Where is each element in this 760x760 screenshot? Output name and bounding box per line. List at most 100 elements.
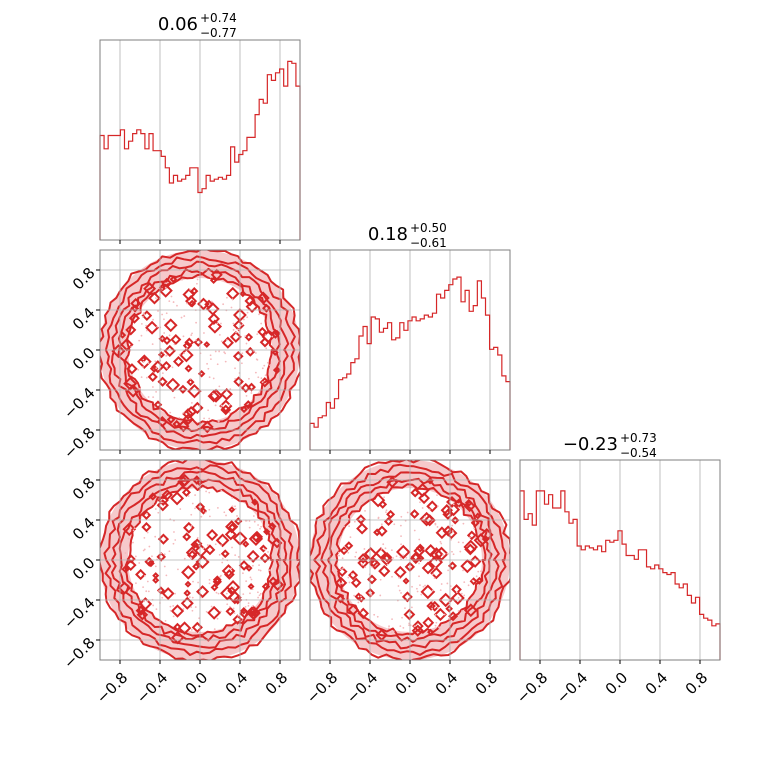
sample-point (462, 541, 464, 544)
contour-blob (182, 413, 194, 426)
contour-blob (378, 500, 388, 509)
sample-point (147, 590, 150, 593)
contour-blob (122, 522, 137, 537)
sample-point (399, 524, 402, 527)
sample-point (143, 548, 146, 551)
sample-point (260, 322, 263, 325)
sample-point (143, 536, 146, 539)
contour-blob (259, 377, 270, 388)
contour-blob (156, 415, 169, 428)
sample-point (431, 600, 434, 602)
sample-point (232, 322, 235, 325)
sample-point (234, 507, 237, 510)
contour-blob (185, 546, 199, 559)
sample-point (203, 417, 205, 420)
sample-point (434, 624, 437, 627)
contour-blob (411, 624, 424, 637)
sample-point (254, 352, 257, 354)
contour-blob (463, 603, 478, 618)
contour-blob (157, 376, 168, 387)
sample-point (451, 550, 453, 553)
sample-point (392, 557, 394, 559)
contour-blob (426, 601, 436, 611)
sample-point (257, 524, 259, 526)
contour-blob (374, 547, 388, 560)
sample-point (142, 360, 145, 363)
x-tick-label: 0.8 (472, 669, 502, 699)
sample-point (190, 606, 193, 608)
sample-point (164, 286, 167, 289)
sample-point (158, 590, 160, 592)
sample-point (436, 526, 439, 528)
sample-point (256, 333, 259, 336)
contour-ring (100, 250, 300, 450)
sample-point (259, 569, 262, 572)
sample-point (386, 563, 389, 566)
sample-point (348, 581, 351, 584)
sample-point (154, 535, 157, 538)
contour-blob (157, 533, 170, 545)
contour-blob (204, 544, 216, 556)
sample-point (474, 536, 477, 539)
contour-blob (177, 621, 192, 635)
contour-blob (173, 622, 182, 632)
sample-point (399, 625, 402, 627)
sample-point (393, 523, 396, 526)
contour-blob (161, 489, 173, 501)
contour-blob (232, 319, 245, 332)
sample-point (140, 376, 143, 379)
x-tick-label: −0.4 (553, 669, 591, 707)
sample-point (133, 527, 136, 530)
sample-point (463, 594, 466, 597)
sample-point (165, 312, 168, 315)
contour-blob (207, 605, 222, 620)
sample-point (233, 586, 236, 589)
sample-point (230, 567, 232, 570)
sample-point (249, 576, 252, 579)
contour-blob (335, 594, 346, 604)
contour-blob (190, 287, 199, 296)
sample-point (226, 296, 228, 299)
sample-point (353, 594, 356, 597)
sample-point (440, 583, 443, 585)
sample-point (471, 579, 474, 582)
sample-point (224, 352, 227, 355)
contour-ring (111, 470, 289, 649)
contour-blob (357, 553, 369, 564)
x-tick-label: 0.4 (432, 669, 462, 699)
contour-blob (410, 551, 421, 563)
sample-point (418, 575, 420, 578)
sample-point (256, 358, 259, 361)
sample-point (398, 576, 400, 579)
y-tick-label: −0.8 (60, 424, 98, 462)
sample-point (413, 625, 416, 628)
contour-blob (153, 400, 163, 410)
sample-point (258, 594, 261, 597)
y-tick-label: 0.8 (69, 474, 99, 504)
sample-point (212, 377, 215, 380)
contour-blob (233, 376, 244, 387)
contour-blob (373, 528, 382, 537)
sample-point (155, 297, 157, 300)
sample-point (371, 566, 374, 569)
contour-blob (199, 507, 208, 515)
sample-point (220, 404, 223, 407)
sample-point (196, 537, 199, 539)
sample-point (145, 590, 148, 593)
title-median: 0.18 (368, 224, 408, 245)
contour-blob (124, 559, 137, 572)
contour-blob (181, 565, 196, 580)
sample-point (231, 496, 234, 499)
sample-point (236, 515, 238, 517)
sample-point (220, 406, 222, 409)
sample-point (146, 580, 149, 583)
contour-blob (386, 509, 396, 519)
contour-blob (453, 498, 464, 509)
contour-blob (475, 576, 484, 585)
sample-point (188, 596, 191, 599)
sample-point (401, 616, 403, 619)
contour-blob (207, 389, 220, 403)
contour-blob (120, 337, 134, 352)
histogram-3 (519, 490, 721, 660)
sample-point (208, 582, 211, 585)
